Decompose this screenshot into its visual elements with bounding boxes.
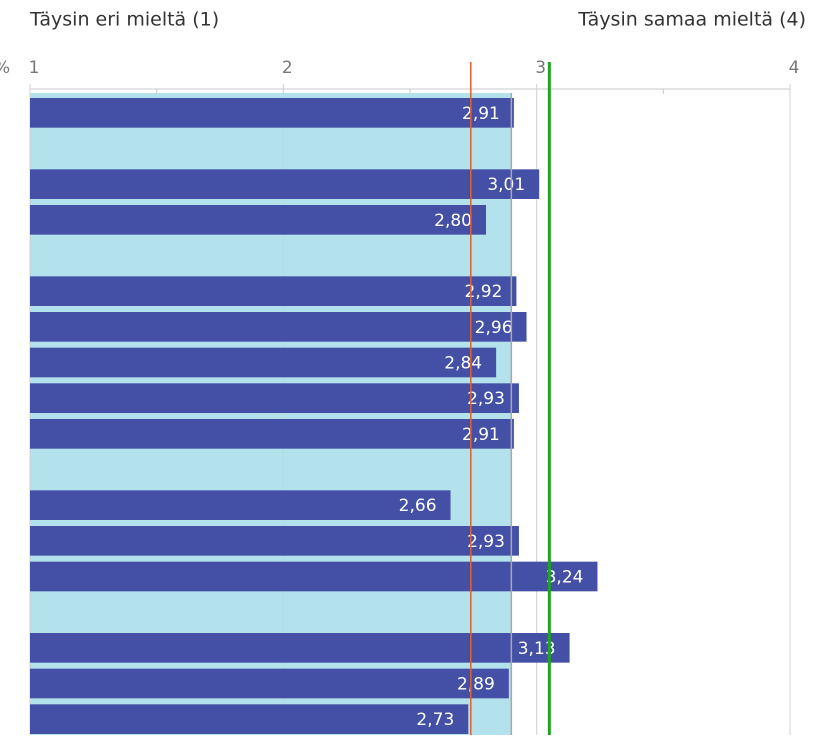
bar [30,169,540,199]
bar [30,704,469,734]
bar [30,668,509,699]
left-label: Täysin eri mieltä (1) [29,9,219,31]
bar [30,490,451,520]
bar [30,633,570,663]
value-label: 2,93 [467,389,505,409]
bar [30,347,497,378]
x-tick-label: 4 [789,58,800,78]
value-label: 2,84 [444,354,482,374]
bar [30,98,514,128]
bar [30,526,519,556]
value-label: 2,92 [465,282,503,302]
value-label: 2,93 [467,532,505,552]
right-label: Täysin samaa mieltä (4) [577,9,806,31]
value-label: 3,24 [546,568,584,588]
bar [30,312,527,342]
axis-unit: % [0,58,10,78]
bar [30,561,598,592]
bar [30,383,519,413]
bar [30,205,486,235]
value-label: 2,96 [475,318,513,338]
x-tick-label: 3 [535,58,546,78]
x-tick-label: 1 [29,58,40,78]
x-tick-label: 2 [282,58,293,78]
value-label: 3,13 [518,639,556,659]
value-label: 2,80 [434,211,472,231]
value-label: 3,01 [487,175,525,195]
value-label: 2,91 [462,104,500,124]
value-label: 2,66 [399,496,437,516]
bar [30,276,517,306]
value-label: 2,73 [416,710,454,730]
bar [30,419,514,449]
value-label: 2,91 [462,425,500,445]
reference-band [30,93,512,735]
value-label: 2,89 [457,675,495,695]
